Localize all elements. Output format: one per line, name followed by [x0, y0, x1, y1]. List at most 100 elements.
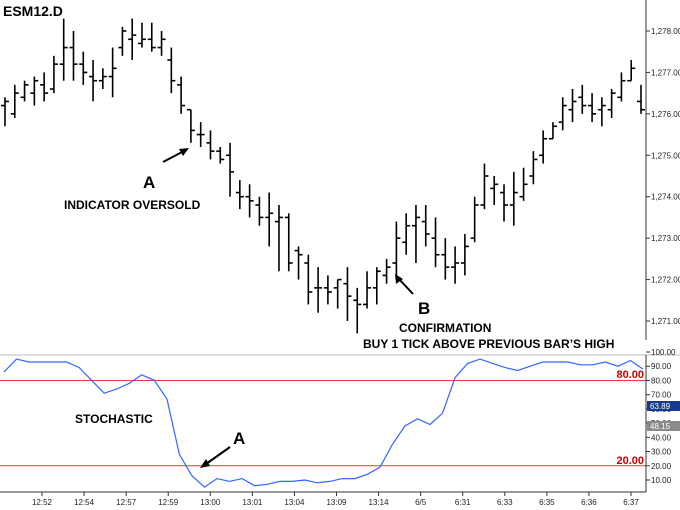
- time-tick-label: 13:14: [369, 498, 390, 507]
- value-badge-2-text: 48.15: [650, 422, 671, 431]
- ohlc-bar: [490, 176, 499, 205]
- ohlc-bar: [108, 47, 117, 98]
- stochastic-tick-label: 70.00: [651, 391, 672, 400]
- ohlc-bar: [519, 167, 528, 201]
- ohlc-bar: [69, 31, 78, 81]
- time-tick-label: 6:31: [455, 498, 471, 507]
- annotation-b-letter: B: [418, 299, 430, 318]
- time-tick-label: 6:35: [539, 498, 555, 507]
- ohlc-bar: [79, 51, 88, 85]
- ohlc-bar: [451, 246, 460, 284]
- ohlc-bar: [255, 196, 264, 226]
- time-tick-label: 13:01: [242, 498, 263, 507]
- ohlc-bar: [548, 122, 557, 140]
- ohlc-bar: [431, 217, 440, 268]
- reference-label-80: 80.00: [616, 369, 644, 381]
- stochastic-tick-label: 90.00: [651, 362, 672, 371]
- ohlc-bar: [363, 271, 372, 309]
- annotation-a-price: A INDICATOR OVERSOLD: [64, 148, 201, 212]
- stochastic-tick-label: 80.00: [651, 376, 672, 385]
- ohlc-bar: [147, 22, 156, 52]
- ohlc-bar: [30, 76, 39, 106]
- ohlc-bar: [382, 258, 391, 284]
- ohlc-bar: [128, 18, 137, 60]
- time-tick-label: 12:54: [74, 498, 95, 507]
- ohlc-bar: [157, 31, 166, 56]
- ohlc-bar: [1, 97, 9, 127]
- annotation-a-stoch-arrowhead: [200, 459, 210, 468]
- ohlc-bar: [470, 196, 479, 243]
- price-tick-label: 1,276.00: [651, 110, 680, 119]
- stochastic-tick-label: 40.00: [651, 433, 672, 442]
- annotation-b-text-1: CONFIRMATION: [399, 321, 491, 335]
- ohlc-bar: [607, 89, 616, 118]
- ohlc-bar: [578, 84, 587, 114]
- stochastic-panel: 80.00 20.00 100.0090.0080.0070.0060.0050…: [0, 348, 680, 492]
- ohlc-bar: [314, 267, 323, 313]
- ohlc-bar: [529, 151, 538, 185]
- reference-label-20: 20.00: [616, 455, 644, 467]
- price-tick-label: 1,278.00: [651, 27, 680, 36]
- ohlc-bar: [274, 205, 283, 272]
- ohlc-bar: [235, 180, 244, 210]
- annotation-b-price: B CONFIRMATION BUY 1 TICK ABOVE PREVIOUS…: [363, 274, 614, 351]
- time-tick-label: 12:57: [116, 498, 137, 507]
- ohlc-bar: [333, 278, 342, 309]
- ohlc-bar: [89, 60, 98, 102]
- ohlc-bar: [480, 163, 489, 210]
- ohlc-bar: [353, 287, 362, 334]
- stochastic-tick-label: 20.00: [651, 462, 672, 471]
- price-tick-label: 1,273.00: [651, 234, 680, 243]
- ohlc-bar: [441, 238, 450, 280]
- ohlc-bar: [245, 184, 254, 218]
- ohlc-bar: [460, 234, 469, 276]
- annotation-b-arrow: [398, 278, 414, 295]
- time-axis-ticks: 12:52 12:54 12:57 12:59 13:00 13:01 13:04 13:09…: [32, 492, 639, 507]
- time-tick-label: 6:36: [581, 498, 597, 507]
- price-tick-label: 1,277.00: [651, 68, 680, 77]
- time-tick-label: 13:09: [326, 498, 347, 507]
- ohlc-bar: [59, 18, 68, 81]
- ohlc-bar: [539, 130, 548, 164]
- time-tick-label: 6/5: [415, 498, 427, 507]
- time-tick-label: 6:33: [497, 498, 513, 507]
- stochastic-tick-label: 30.00: [651, 448, 672, 457]
- ohlc-bar: [49, 55, 58, 94]
- ohlc-bar: [588, 93, 597, 123]
- ohlc-bar: [343, 267, 352, 321]
- ohlc-bar: [10, 84, 19, 118]
- stochastic-label: STOCHASTIC: [75, 412, 153, 426]
- ohlc-bar: [627, 60, 636, 82]
- ohlc-bar: [265, 192, 274, 247]
- time-tick-label: 12:52: [32, 498, 53, 507]
- ohlc-bar: [509, 171, 518, 226]
- stochastic-line: [3, 358, 644, 488]
- ohlc-bar: [284, 213, 293, 272]
- ohlc-bar: [177, 76, 186, 114]
- chart-title: ESM12.D: [3, 3, 63, 19]
- annotation-a-stoch-arrow: [205, 446, 231, 465]
- price-tick-label: 1,275.00: [651, 151, 680, 160]
- ohlc-bar: [226, 142, 235, 197]
- ohlc-bar: [304, 254, 313, 305]
- time-tick-label: 13:00: [200, 498, 221, 507]
- value-badge-1: [647, 401, 680, 411]
- annotation-a-text: INDICATOR OVERSOLD: [64, 198, 201, 212]
- ohlc-bar: [137, 22, 146, 48]
- ohlc-bar: [323, 275, 332, 305]
- ohlc-bar: [98, 68, 107, 89]
- ohlc-bar: [372, 267, 381, 305]
- price-tick-label: 1,272.00: [651, 276, 680, 285]
- value-badge-1-text: 63.89: [650, 402, 671, 411]
- annotation-a-arrowhead: [179, 148, 189, 156]
- price-bars: [1, 18, 645, 334]
- ohlc-bar: [206, 130, 215, 160]
- ohlc-bar: [294, 246, 303, 280]
- ohlc-bar: [186, 108, 195, 143]
- ohlc-bar: [40, 72, 49, 102]
- ohlc-bar: [421, 205, 430, 247]
- ohlc-bar: [20, 80, 29, 102]
- price-tick-label: 1,271.00: [651, 317, 680, 326]
